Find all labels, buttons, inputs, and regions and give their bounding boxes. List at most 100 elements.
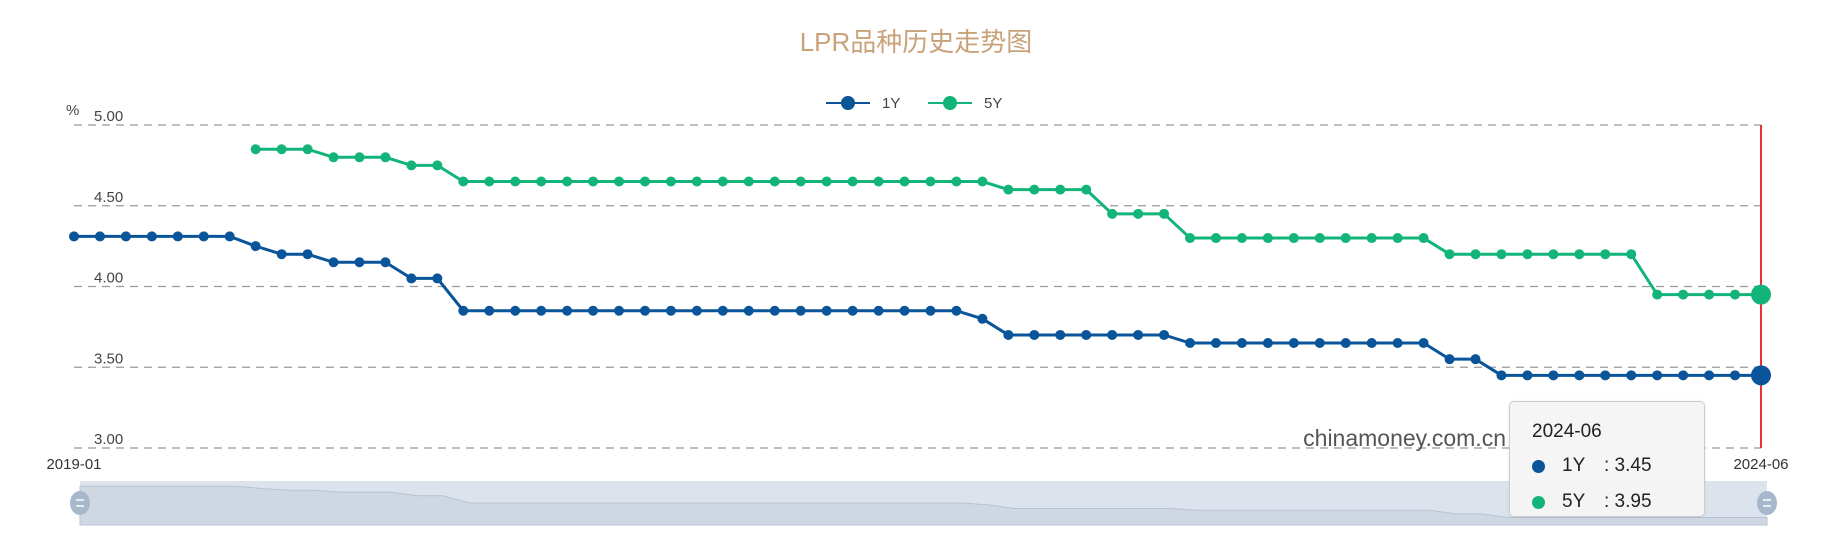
data-point[interactable] bbox=[120, 231, 131, 242]
data-point[interactable] bbox=[588, 305, 599, 316]
data-point[interactable] bbox=[1418, 233, 1429, 244]
data-point[interactable] bbox=[354, 152, 365, 163]
data-point[interactable] bbox=[1107, 208, 1118, 219]
data-point[interactable] bbox=[1210, 233, 1221, 244]
data-point[interactable] bbox=[146, 231, 157, 242]
data-point[interactable] bbox=[769, 305, 780, 316]
data-point[interactable] bbox=[951, 305, 962, 316]
data-point[interactable] bbox=[691, 176, 702, 187]
data-point[interactable] bbox=[1185, 233, 1196, 244]
data-point[interactable] bbox=[1081, 329, 1092, 340]
data-point[interactable] bbox=[1626, 370, 1637, 381]
data-point[interactable] bbox=[432, 273, 443, 284]
data-point[interactable] bbox=[276, 144, 287, 155]
data-point[interactable] bbox=[821, 305, 832, 316]
data-point[interactable] bbox=[1003, 329, 1014, 340]
data-point[interactable] bbox=[1444, 354, 1455, 365]
data-point[interactable] bbox=[1340, 233, 1351, 244]
data-point[interactable] bbox=[1678, 370, 1689, 381]
data-point[interactable] bbox=[1652, 370, 1663, 381]
data-point[interactable] bbox=[354, 257, 365, 268]
data-point[interactable] bbox=[795, 176, 806, 187]
data-point[interactable] bbox=[458, 176, 469, 187]
data-point[interactable] bbox=[94, 231, 105, 242]
legend-item-5y[interactable]: 5Y bbox=[928, 95, 1002, 112]
data-point[interactable] bbox=[1159, 329, 1170, 340]
data-point[interactable] bbox=[224, 231, 235, 242]
data-point[interactable] bbox=[1496, 249, 1507, 260]
data-point[interactable] bbox=[69, 231, 79, 242]
data-point[interactable] bbox=[1366, 233, 1377, 244]
data-point[interactable] bbox=[847, 305, 858, 316]
data-point[interactable] bbox=[1392, 233, 1403, 244]
data-point[interactable] bbox=[1392, 338, 1403, 349]
data-point[interactable] bbox=[925, 176, 936, 187]
data-point[interactable] bbox=[484, 305, 495, 316]
data-point[interactable] bbox=[743, 305, 754, 316]
data-point[interactable] bbox=[1340, 338, 1351, 349]
data-point[interactable] bbox=[899, 305, 910, 316]
data-point[interactable] bbox=[1314, 338, 1325, 349]
data-point[interactable] bbox=[1574, 249, 1585, 260]
data-point[interactable] bbox=[588, 176, 599, 187]
data-point[interactable] bbox=[821, 176, 832, 187]
data-point[interactable] bbox=[717, 176, 728, 187]
data-point[interactable] bbox=[795, 305, 806, 316]
data-point[interactable] bbox=[1029, 184, 1040, 195]
data-point[interactable] bbox=[1107, 329, 1118, 340]
data-point[interactable] bbox=[1262, 233, 1273, 244]
data-point[interactable] bbox=[873, 176, 884, 187]
data-point[interactable] bbox=[484, 176, 495, 187]
data-point[interactable] bbox=[1704, 289, 1715, 300]
data-point[interactable] bbox=[250, 144, 261, 155]
data-point[interactable] bbox=[639, 176, 650, 187]
data-point[interactable] bbox=[536, 305, 547, 316]
data-point[interactable] bbox=[639, 305, 650, 316]
legend[interactable]: 1Y 5Y bbox=[826, 95, 1002, 112]
data-point[interactable] bbox=[769, 176, 780, 187]
data-point[interactable] bbox=[614, 305, 625, 316]
data-point[interactable] bbox=[1600, 370, 1611, 381]
data-point[interactable] bbox=[925, 305, 936, 316]
data-point[interactable] bbox=[562, 176, 573, 187]
data-point[interactable] bbox=[1236, 233, 1247, 244]
data-point[interactable] bbox=[951, 176, 962, 187]
data-point[interactable] bbox=[1236, 338, 1247, 349]
data-point[interactable] bbox=[406, 273, 417, 284]
data-point[interactable] bbox=[250, 241, 261, 252]
data-point[interactable] bbox=[1133, 208, 1144, 219]
data-point[interactable] bbox=[1288, 233, 1299, 244]
datazoom-left-handle[interactable] bbox=[70, 491, 90, 515]
data-point[interactable] bbox=[1003, 184, 1014, 195]
data-point[interactable] bbox=[1522, 370, 1533, 381]
data-point[interactable] bbox=[1055, 184, 1066, 195]
data-point[interactable] bbox=[1548, 370, 1559, 381]
data-point[interactable] bbox=[1133, 329, 1144, 340]
data-point[interactable] bbox=[198, 231, 209, 242]
data-point[interactable] bbox=[328, 257, 339, 268]
data-point[interactable] bbox=[1600, 249, 1611, 260]
data-point[interactable] bbox=[510, 176, 521, 187]
data-point[interactable] bbox=[665, 176, 676, 187]
data-point[interactable] bbox=[172, 231, 183, 242]
data-point[interactable] bbox=[1210, 338, 1221, 349]
data-point[interactable] bbox=[1288, 338, 1299, 349]
data-point[interactable] bbox=[977, 176, 988, 187]
data-point[interactable] bbox=[302, 144, 313, 155]
data-point[interactable] bbox=[1366, 338, 1377, 349]
data-point[interactable] bbox=[1678, 289, 1689, 300]
data-point[interactable] bbox=[717, 305, 728, 316]
data-point[interactable] bbox=[1730, 370, 1741, 381]
data-point[interactable] bbox=[1470, 249, 1481, 260]
data-point[interactable] bbox=[302, 249, 313, 260]
legend-item-1y[interactable]: 1Y bbox=[826, 95, 900, 112]
data-point[interactable] bbox=[691, 305, 702, 316]
data-point[interactable] bbox=[328, 152, 339, 163]
data-point[interactable] bbox=[1751, 284, 1771, 305]
data-point[interactable] bbox=[1548, 249, 1559, 260]
data-point[interactable] bbox=[1159, 208, 1170, 219]
data-point[interactable] bbox=[1444, 249, 1455, 260]
data-point[interactable] bbox=[977, 313, 988, 324]
data-point[interactable] bbox=[536, 176, 547, 187]
data-point[interactable] bbox=[1751, 365, 1771, 386]
